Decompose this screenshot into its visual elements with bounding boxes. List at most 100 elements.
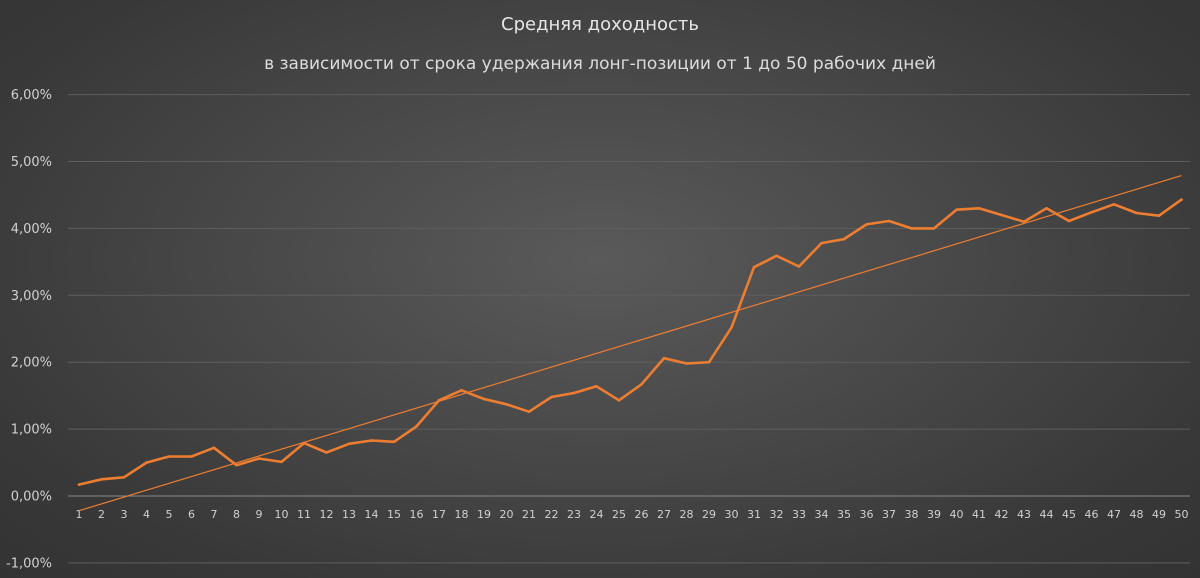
x-tick-label: 7 — [211, 508, 218, 521]
x-tick-label: 48 — [1130, 508, 1144, 521]
x-tick-label: 20 — [500, 508, 514, 521]
data-point — [662, 356, 666, 360]
x-tick-label: 44 — [1040, 508, 1054, 521]
chart-subtitle: в зависимости от срока удержания лонг-по… — [264, 54, 936, 74]
data-point — [235, 463, 238, 467]
title-block: Средняя доходность в зависимости от срок… — [0, 8, 1200, 75]
data-point — [527, 410, 531, 414]
x-tick-label: 32 — [770, 508, 784, 521]
data-point — [302, 441, 306, 445]
x-tick-label: 49 — [1152, 508, 1166, 521]
x-tick-label: 42 — [995, 508, 1009, 521]
data-point — [392, 440, 396, 444]
x-tick-label: 27 — [657, 508, 671, 521]
data-point — [910, 227, 913, 230]
y-tick-label: 6,00% — [11, 88, 52, 103]
data-point — [797, 265, 801, 268]
data-point — [1135, 211, 1138, 215]
x-tick-label: 46 — [1085, 508, 1099, 521]
data-point — [1045, 207, 1048, 210]
x-tick-label: 34 — [815, 508, 829, 521]
x-tick-label: 10 — [275, 508, 289, 521]
y-tick-label: 5,00% — [11, 155, 52, 170]
data-point — [572, 391, 576, 395]
x-tick-label: 22 — [545, 508, 559, 521]
x-tick-label: 19 — [477, 508, 491, 521]
x-tick-label: 36 — [860, 508, 874, 521]
chart-title: Средняя доходность — [501, 14, 699, 35]
x-tick-label: 1 — [76, 508, 83, 521]
x-tick-label: 28 — [680, 508, 694, 521]
x-tick-label: 26 — [635, 508, 649, 521]
x-tick-label: 35 — [837, 508, 851, 521]
y-tick-label: -1,00% — [6, 556, 52, 571]
data-point — [1090, 211, 1093, 214]
data-point — [437, 399, 441, 402]
data-point — [977, 207, 981, 210]
x-tick-label: 47 — [1107, 508, 1121, 521]
data-point — [167, 455, 171, 458]
x-tick-label: 17 — [432, 508, 446, 521]
x-tick-label: 6 — [188, 508, 195, 521]
data-point — [100, 477, 103, 481]
x-tick-label: 23 — [567, 508, 581, 521]
data-point — [775, 254, 778, 258]
data-point — [955, 208, 958, 211]
x-tick-label: 18 — [455, 508, 469, 521]
x-tick-label: 25 — [612, 508, 626, 521]
data-point — [1022, 220, 1026, 224]
x-tick-label: 2 — [98, 508, 105, 521]
data-point — [415, 425, 418, 428]
data-point — [122, 475, 126, 479]
data-point — [707, 360, 711, 364]
x-tick-label: 16 — [410, 508, 424, 521]
data-point — [280, 460, 283, 464]
y-tick-label: 2,00% — [11, 356, 52, 371]
x-tick-label: 8 — [233, 508, 240, 521]
x-tick-label: 21 — [522, 508, 536, 521]
data-point — [1067, 219, 1071, 223]
data-point — [325, 451, 328, 454]
data-point — [685, 362, 688, 365]
y-tick-label: 0,00% — [11, 490, 52, 505]
x-tick-label: 15 — [387, 508, 401, 521]
data-point — [865, 223, 868, 226]
data-point — [482, 397, 486, 401]
data-point — [257, 457, 261, 460]
x-tick-label: 29 — [702, 508, 716, 521]
x-tick-label: 41 — [972, 508, 986, 521]
y-tick-label: 4,00% — [11, 222, 52, 237]
data-point — [370, 439, 373, 442]
x-tick-label: 40 — [950, 508, 964, 521]
trendline — [78, 174, 1182, 512]
x-tick-label: 37 — [882, 508, 896, 521]
data-point — [595, 384, 598, 388]
x-tick-label: 50 — [1175, 508, 1189, 521]
data-point — [1180, 198, 1183, 201]
data-point — [640, 382, 643, 386]
data-point — [752, 265, 756, 269]
x-tick-label: 13 — [342, 508, 356, 521]
x-tick-label: 11 — [297, 508, 311, 521]
data-point — [1112, 203, 1116, 206]
data-point — [842, 237, 846, 241]
x-tick-label: 38 — [905, 508, 919, 521]
x-tick-label: 24 — [590, 508, 604, 521]
x-tick-label: 43 — [1017, 508, 1031, 521]
data-point — [505, 403, 508, 406]
data-point — [1000, 213, 1003, 217]
x-tick-label: 5 — [166, 508, 173, 521]
data-point — [77, 483, 81, 486]
x-tick-label: 9 — [256, 508, 263, 521]
x-tick-label: 3 — [121, 508, 128, 521]
data-point — [730, 326, 733, 329]
data-point — [550, 395, 553, 399]
x-tick-label: 12 — [320, 508, 334, 521]
data-point — [820, 241, 823, 245]
y-tick-label: 1,00% — [11, 423, 52, 438]
x-tick-label: 39 — [927, 508, 941, 521]
data-point — [347, 442, 351, 446]
data-point — [212, 446, 216, 450]
